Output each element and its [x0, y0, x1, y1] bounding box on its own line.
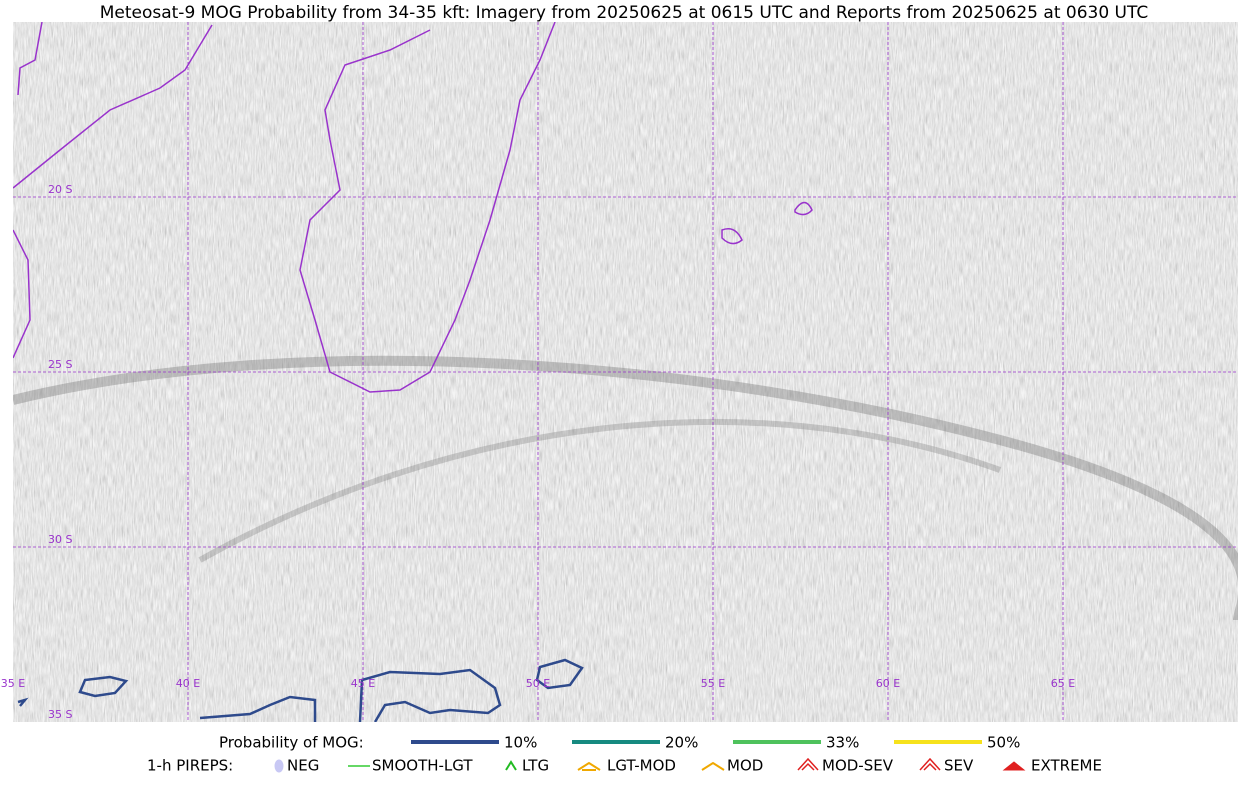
legend-label: SMOOTH-LGT [372, 757, 473, 775]
lat-label: 20 S [48, 183, 72, 196]
coast-mozambique [13, 229, 31, 359]
legend-label: LGT-MOD [607, 757, 676, 775]
pirep-symbol [919, 757, 941, 771]
lon-label: 50 E [526, 677, 550, 690]
legend-label: 50% [987, 734, 1020, 752]
cloud-band [13, 355, 1238, 620]
lon-label: 40 E [176, 677, 200, 690]
legend-label: EXTREME [1031, 757, 1102, 775]
coast-mauritius [794, 201, 813, 216]
contour-10 [199, 695, 317, 722]
legend-label: 20% [665, 734, 698, 752]
pirep-symbol [701, 761, 725, 771]
legend-label: LTG [522, 757, 549, 775]
legend-label: SEV [944, 757, 974, 775]
lon-label: 35 E [1, 677, 25, 690]
lat-label: 25 S [48, 358, 72, 371]
legend-label: 33% [826, 734, 859, 752]
lon-label: 45 E [351, 677, 375, 690]
legend-label: MOD-SEV [822, 757, 894, 775]
legend-title: 1-h PIREPS: [147, 757, 233, 775]
legend: Probability of MOG: 10% 20% 33% 50% 1-h PIREP… [147, 734, 1102, 775]
lat-label: 30 S [48, 533, 72, 546]
coast-madagascar [299, 22, 556, 393]
pirep-symbol [505, 760, 517, 771]
contour-10 [78, 675, 129, 698]
coast-comoros [17, 22, 43, 96]
pirep-symbol [1002, 761, 1026, 771]
contour-10 [535, 658, 584, 690]
lon-label: 60 E [876, 677, 900, 690]
lat-label: 35 S [48, 708, 72, 721]
legend-label: MOD [727, 757, 763, 775]
legend-label: 10% [504, 734, 537, 752]
contour-10 [358, 668, 502, 722]
pirep-symbol [577, 761, 601, 771]
legend-title: Probability of MOG: [219, 734, 364, 752]
legend-label: NEG [287, 757, 319, 775]
title: Meteosat-9 MOG Probability from 34-35 kf… [100, 3, 1149, 23]
map [13, 22, 1238, 722]
pirep-symbol [274, 759, 284, 773]
contour-10 [17, 697, 29, 707]
coast-reunion [721, 228, 743, 245]
cloud-band [198, 418, 1002, 563]
lon-label: 65 E [1051, 677, 1075, 690]
pirep-symbol [797, 757, 819, 771]
coast-africa [13, 24, 213, 189]
mog-contours [17, 658, 584, 722]
lon-label: 55 E [701, 677, 725, 690]
graticule [13, 22, 1238, 722]
coastlines [13, 22, 813, 393]
